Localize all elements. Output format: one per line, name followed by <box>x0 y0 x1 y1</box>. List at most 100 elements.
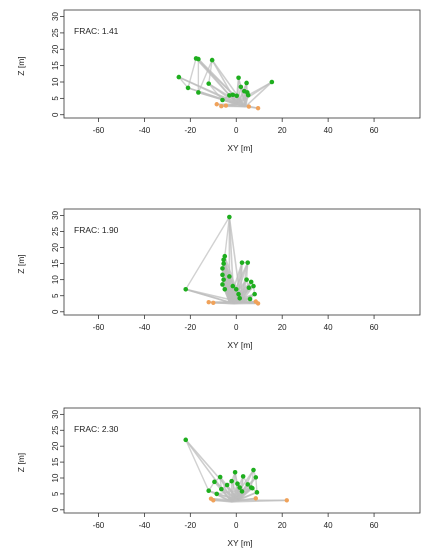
y-tick-label: 20 <box>51 441 60 450</box>
x-tick-label: -20 <box>185 521 197 530</box>
x-tick-label: 20 <box>278 126 287 135</box>
frac-annotation: FRAC: 2.30 <box>74 424 119 434</box>
green-point <box>251 467 256 473</box>
y-tick-label: 20 <box>51 243 60 252</box>
green-point <box>220 97 225 103</box>
connector-line <box>216 487 253 495</box>
green-point <box>222 253 228 259</box>
orange-point <box>284 498 289 503</box>
orange-point <box>211 498 216 503</box>
chart-panel-1: -60 -40 -20 0 20 40 60 0 5 10 15 20 25 30 XY [m] Z [m] F… <box>16 9 421 153</box>
x-tick-label: -40 <box>139 126 151 135</box>
connector-line <box>247 81 273 96</box>
x-tick-label: -40 <box>139 521 151 530</box>
y-tick-label: 5 <box>51 293 60 298</box>
green-point <box>239 260 245 265</box>
x-tick-label: 20 <box>278 323 287 332</box>
green-point <box>248 279 254 285</box>
green-point <box>219 486 224 492</box>
green-point <box>227 93 232 98</box>
green-point <box>229 478 234 484</box>
connector-line <box>216 493 239 502</box>
green-point <box>245 482 251 487</box>
green-point <box>235 481 240 487</box>
y-tick-label: 15 <box>51 259 60 268</box>
orange-point <box>211 300 216 305</box>
green-point <box>196 56 201 62</box>
x-axis-label: XY [m] <box>227 143 252 153</box>
connector-line <box>187 58 197 89</box>
green-point <box>237 485 243 490</box>
x-tick-label: 20 <box>278 521 287 530</box>
y-tick-label: 30 <box>51 210 60 219</box>
x-axis-label: XY [m] <box>227 538 252 548</box>
green-point <box>183 287 189 292</box>
green-point <box>224 482 230 488</box>
green-point <box>217 474 223 480</box>
green-point <box>206 488 211 494</box>
x-tick-label: 40 <box>324 126 333 135</box>
plot-frame <box>63 208 421 316</box>
y-tick-label: 25 <box>51 226 60 235</box>
y-axis-label: Z [m] <box>16 254 26 273</box>
connector-line <box>236 77 240 96</box>
green-point <box>176 74 182 80</box>
green-point <box>252 291 257 297</box>
y-tick-label: 30 <box>51 409 60 418</box>
y-tick-label: 15 <box>51 457 60 466</box>
connector-line <box>245 262 249 280</box>
green-point <box>221 257 226 263</box>
plot-frame <box>63 9 421 119</box>
connector-line <box>208 82 238 105</box>
green-point <box>183 437 189 443</box>
frac-annotation: FRAC: 1.41 <box>74 26 119 36</box>
green-point <box>246 285 252 290</box>
frac-annotation: FRAC: 1.90 <box>74 225 119 235</box>
x-tick-label: -60 <box>93 323 105 332</box>
green-point <box>232 469 238 475</box>
connector-line <box>220 488 239 501</box>
y-tick-label: 10 <box>51 473 60 482</box>
green-point <box>237 295 243 301</box>
green-point <box>220 282 225 287</box>
green-point <box>269 79 275 85</box>
orange-point <box>219 104 224 109</box>
chart-panel-3: -60 -40 -20 0 20 40 60 0 5 10 15 20 25 30 XY [m] Z [m] F… <box>16 407 421 548</box>
y-tick-label: 15 <box>51 61 60 70</box>
green-point <box>230 283 236 289</box>
green-point <box>196 90 201 95</box>
x-tick-label: -60 <box>93 126 105 135</box>
x-tick-label: -40 <box>139 323 151 332</box>
green-point <box>245 92 251 98</box>
orange-point <box>255 105 261 111</box>
connector-line <box>240 285 255 303</box>
x-tick-label: 0 <box>234 126 239 135</box>
x-tick-label: 60 <box>370 521 379 530</box>
orange-point <box>255 301 261 306</box>
orange-point <box>246 104 252 109</box>
y-tick-label: 25 <box>51 425 60 434</box>
green-point <box>206 81 211 86</box>
green-point <box>238 84 244 90</box>
x-axis-label: XY [m] <box>227 340 252 350</box>
green-point <box>209 57 215 63</box>
orange-point <box>253 496 258 501</box>
green-point <box>185 85 191 91</box>
y-tick-label: 0 <box>51 112 60 117</box>
y-tick-label: 5 <box>51 491 60 496</box>
orange-point <box>223 103 229 108</box>
orange-point <box>206 299 211 305</box>
x-tick-label: -20 <box>185 126 197 135</box>
green-point <box>214 491 220 497</box>
x-tick-label: 0 <box>234 323 239 332</box>
connector-line <box>238 491 258 502</box>
green-point <box>254 490 260 495</box>
connector-line <box>185 288 242 303</box>
connector-line <box>178 76 238 105</box>
x-tick-label: 60 <box>370 323 379 332</box>
x-tick-label: -60 <box>93 521 105 530</box>
green-point <box>250 485 255 491</box>
green-point <box>230 92 236 98</box>
y-tick-label: 0 <box>51 507 60 512</box>
